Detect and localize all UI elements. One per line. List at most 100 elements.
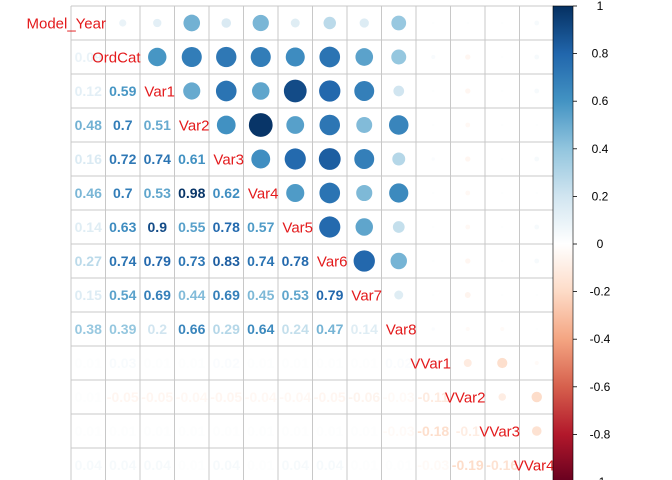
corr-value-Var4-Var2: 0.98	[178, 185, 205, 201]
corr-circle-Var3-Var7	[354, 149, 375, 169]
corr-value-Var3-Var1: 0.74	[144, 151, 171, 167]
corr-value-VVar4-Model_Year: 0.04	[75, 457, 102, 473]
diag-label-Var5: Var5	[282, 220, 313, 237]
corr-value-VVar2-Var6: -0.05	[314, 389, 346, 405]
corr-circle-Var1-VVar4	[534, 88, 540, 94]
corr-value-OrdCat-Model_Year: 0.09	[75, 49, 102, 65]
corr-value-Var2-Var1: 0.51	[144, 117, 171, 133]
corr-value-Var2-Model_Year: 0.48	[75, 117, 102, 133]
colorbar-gradient	[552, 5, 574, 480]
corr-value-Var5-Var4: 0.57	[247, 219, 274, 235]
corr-circle-VVar1-VVar3	[497, 357, 508, 369]
corr-circle-OrdCat-VVar2	[465, 54, 471, 60]
corr-value-Var8-Var3: 0.29	[213, 321, 240, 337]
corr-value-VVar1-Var2: 0.01	[178, 355, 205, 371]
corr-value-Var1-Model_Year: 0.12	[75, 83, 102, 99]
corr-circle-Var8-VVar2	[465, 326, 470, 332]
diag-label-Var2: Var2	[179, 118, 210, 135]
corr-value-Var7-Var1: 0.69	[144, 287, 171, 303]
corr-circle-Var2-Var8	[389, 115, 409, 135]
diag-label-OrdCat: OrdCat	[92, 50, 141, 67]
corr-circle-Var2-Var7	[356, 117, 373, 133]
corr-value-Var3-Model_Year: 0.16	[75, 151, 102, 167]
corr-circle-Var5-VVar3	[501, 225, 504, 229]
corr-circle-VVar2-VVar4	[531, 391, 542, 403]
corr-circle-Var5-Var6	[319, 216, 341, 238]
corr-circle-Var5-VVar1	[432, 225, 435, 229]
corr-value-VVar4-Var8: 0.01	[385, 457, 412, 473]
corr-value-VVar2-OrdCat: -0.05	[107, 389, 139, 405]
corr-circle-Var6-Var7	[353, 250, 375, 272]
colorbar-tick-label: -1	[595, 475, 606, 480]
corr-value-Var8-Var4: 0.64	[247, 321, 274, 337]
diag-label-VVar1: VVar1	[410, 356, 451, 373]
corr-value-VVar1-Var3: 0.02	[213, 355, 240, 371]
corr-value-Var8-OrdCat: 0.39	[109, 321, 136, 337]
corr-value-VVar3-OrdCat: 0.01	[109, 423, 136, 439]
matrix-cells: 0.09 0.12 0.59 0.48 0.7 0.51 0.16 0.72 0.74 0.61 0…	[75, 14, 542, 473]
corr-circle-Model_Year-Var1	[153, 18, 162, 28]
corr-value-Var4-Var3: 0.62	[213, 185, 240, 201]
diag-label-VVar2: VVar2	[445, 390, 486, 407]
colorbar-tick-label: -0.4	[590, 332, 611, 346]
corr-circle-Var4-Var7	[356, 184, 373, 202]
corr-value-Var6-Var4: 0.74	[247, 253, 274, 269]
diag-label-Var7: Var7	[351, 288, 382, 305]
corr-circle-Model_Year-VVar1	[432, 21, 435, 25]
corr-circle-OrdCat-Var7	[355, 48, 374, 66]
colorbar-tick-label: 0.4	[592, 142, 609, 156]
corr-circle-Model_Year-OrdCat	[119, 19, 127, 27]
corr-value-Var6-Var1: 0.79	[144, 253, 171, 269]
corr-value-VVar1-Var1: 0.01	[144, 355, 171, 371]
corr-value-Var7-Var4: 0.45	[247, 287, 274, 303]
corr-circle-Var7-VVar4	[535, 293, 538, 297]
corr-circle-Var2-VVar1	[432, 123, 435, 127]
corr-circle-Var4-VVar1	[432, 191, 435, 195]
corr-value-VVar3-Var1: 0.01	[144, 423, 171, 439]
corr-value-Var7-OrdCat: 0.54	[109, 287, 136, 303]
corr-value-Var6-Var5: 0.78	[282, 253, 309, 269]
corr-circle-OrdCat-Var3	[216, 46, 237, 68]
diag-label-VVar3: VVar3	[479, 424, 520, 441]
corr-circle-Model_Year-Var8	[391, 15, 407, 31]
corr-value-Var8-Var7: 0.14	[351, 321, 378, 337]
corr-value-VVar4-VVar2: -0.19	[452, 457, 484, 473]
corr-circle-VVar1-VVar2	[463, 359, 472, 367]
corr-value-VVar4-VVar3: -0.16	[486, 457, 518, 473]
corr-circle-Var2-VVar2	[465, 122, 471, 128]
corr-value-VVar2-Var4: -0.04	[245, 389, 277, 405]
corr-value-VVar1-Var4: 0.01	[247, 355, 274, 371]
corr-circle-Var5-Var8	[392, 221, 405, 233]
corr-circle-Var2-VVar3	[501, 123, 504, 127]
corr-circle-Var3-VVar4	[534, 156, 540, 162]
corr-circle-Var2-Var5	[286, 116, 305, 134]
corr-circle-Var7-Var8	[394, 290, 404, 300]
corr-value-VVar2-VVar1: -0.11	[418, 389, 449, 405]
corr-value-Var7-Var3: 0.69	[213, 287, 240, 303]
corr-circle-Var1-Var6	[319, 80, 341, 102]
corr-value-Var2-OrdCat: 0.7	[113, 117, 133, 133]
corr-circle-Var5-VVar4	[534, 224, 540, 230]
corr-value-VVar2-Var3: -0.05	[210, 389, 242, 405]
corr-circle-Var5-Var7	[355, 218, 373, 236]
colorbar-tick-label: 0	[597, 237, 604, 251]
corr-value-VVar3-VVar2: -0.1	[456, 423, 480, 439]
corr-circle-Var3-VVar1	[431, 157, 435, 161]
corr-circle-Model_Year-Var4	[252, 14, 269, 32]
diag-label-VVar4: VVar4	[514, 458, 555, 475]
corr-circle-Var2-Var3	[216, 115, 236, 135]
diag-label-Model_Year: Model_Year	[26, 16, 106, 33]
corr-value-Var7-Var5: 0.53	[282, 287, 309, 303]
corr-value-Var8-Var6: 0.47	[316, 321, 343, 337]
corr-circle-Model_Year-VVar4	[534, 20, 540, 26]
corr-circle-OrdCat-Var5	[285, 47, 305, 67]
diag-label-Var1: Var1	[144, 84, 175, 101]
corr-circle-Var1-VVar2	[465, 88, 471, 94]
colorbar-tick-label: -0.8	[590, 427, 611, 441]
corr-value-VVar1-Var6: 0.01	[316, 355, 343, 371]
diag-label-Var3: Var3	[213, 152, 244, 169]
corr-value-Var4-OrdCat: 0.7	[113, 185, 133, 201]
corr-circle-Var1-Var7	[354, 81, 375, 101]
corr-circle-Var3-Var4	[251, 149, 271, 169]
